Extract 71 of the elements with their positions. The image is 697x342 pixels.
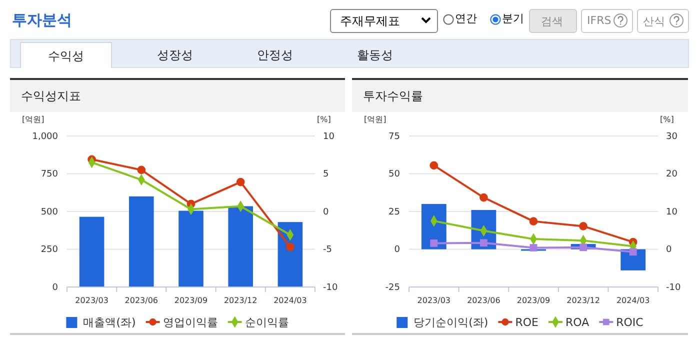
point bbox=[430, 240, 438, 247]
x-tick-label: 2023/09 bbox=[516, 296, 550, 305]
x-tick-label: 2023/03 bbox=[417, 296, 451, 305]
legend-label: 당기순이익(좌) bbox=[414, 316, 488, 329]
x-tick-label: 2023/03 bbox=[75, 296, 108, 305]
legend-label: 순이익률 bbox=[244, 316, 289, 329]
text: 분기 bbox=[502, 11, 524, 26]
x-tick-label: 2023/12 bbox=[566, 296, 600, 305]
y2-axis-title: [%] bbox=[317, 115, 331, 124]
point bbox=[430, 161, 438, 170]
y2-tick-label: 10 bbox=[666, 207, 678, 218]
legend-label: ROIC bbox=[616, 316, 644, 329]
y2-tick-label: 20 bbox=[666, 170, 678, 180]
y2-tick-label: 0 bbox=[323, 207, 329, 218]
text: 검색 bbox=[541, 14, 563, 29]
y-tick-label: 750 bbox=[40, 170, 58, 180]
point bbox=[480, 193, 488, 202]
y-tick-label: 0 bbox=[394, 245, 400, 256]
text: IFRS bbox=[587, 14, 612, 27]
text: 주재무제표 bbox=[340, 13, 400, 30]
point bbox=[236, 178, 245, 186]
text: 투자분석 bbox=[12, 11, 72, 30]
point bbox=[530, 244, 538, 252]
text: 안정성 bbox=[256, 47, 294, 64]
point bbox=[580, 244, 588, 252]
x-tick-label: 2023/09 bbox=[174, 296, 208, 305]
text: 산식 bbox=[643, 14, 665, 29]
y-tick-label: -25 bbox=[385, 282, 400, 293]
point bbox=[480, 239, 488, 247]
y-tick-label: 50 bbox=[388, 170, 400, 180]
bar bbox=[79, 216, 104, 287]
y-tick-label: 75 bbox=[388, 132, 400, 142]
bar bbox=[278, 222, 303, 287]
x-tick-label: 2024/03 bbox=[274, 296, 307, 305]
chart-title: 투자수익률 bbox=[363, 88, 423, 105]
point bbox=[629, 248, 637, 256]
y2-tick-label: 5 bbox=[323, 170, 329, 180]
x-tick-label: 2023/06 bbox=[124, 296, 158, 305]
y2-tick-label: 10 bbox=[323, 132, 335, 142]
y-tick-label: 25 bbox=[388, 207, 400, 218]
chart-title: 수익성지표 bbox=[21, 88, 81, 105]
x-tick-label: 2023/06 bbox=[467, 296, 500, 305]
text: 성장성 bbox=[156, 47, 194, 64]
legend-label: ROA bbox=[565, 316, 590, 329]
text: 연간 bbox=[455, 11, 477, 26]
y-tick-label: 500 bbox=[40, 207, 58, 218]
y-tick-label: 1,000 bbox=[32, 132, 58, 142]
y2-axis-title: [%] bbox=[660, 115, 674, 124]
y2-tick-label: 30 bbox=[666, 132, 678, 142]
y2-tick-label: -10 bbox=[666, 282, 681, 293]
y2-tick-label: -5 bbox=[323, 245, 332, 256]
bar bbox=[129, 196, 154, 287]
x-tick-label: 2024/03 bbox=[616, 296, 650, 305]
text: 활동성 bbox=[356, 47, 394, 64]
y-tick-label: 250 bbox=[40, 245, 58, 256]
legend-label: 매출액(좌) bbox=[83, 316, 136, 329]
point bbox=[286, 242, 294, 252]
point bbox=[137, 166, 146, 174]
point bbox=[529, 217, 538, 226]
legend-label: ROE bbox=[515, 316, 539, 329]
x-tick-label: 2023/12 bbox=[224, 296, 258, 305]
bar bbox=[228, 206, 253, 287]
y-tick-label: 0 bbox=[52, 282, 58, 293]
point bbox=[579, 222, 588, 230]
text: 수익성 bbox=[21, 43, 111, 65]
y2-tick-label: 0 bbox=[666, 245, 672, 256]
y-axis-title: [억원] bbox=[364, 115, 386, 124]
bar bbox=[178, 210, 204, 287]
y2-tick-label: -10 bbox=[323, 282, 338, 293]
legend-label: 영업이익률 bbox=[162, 316, 218, 329]
y-axis-title: [억원] bbox=[22, 115, 44, 124]
